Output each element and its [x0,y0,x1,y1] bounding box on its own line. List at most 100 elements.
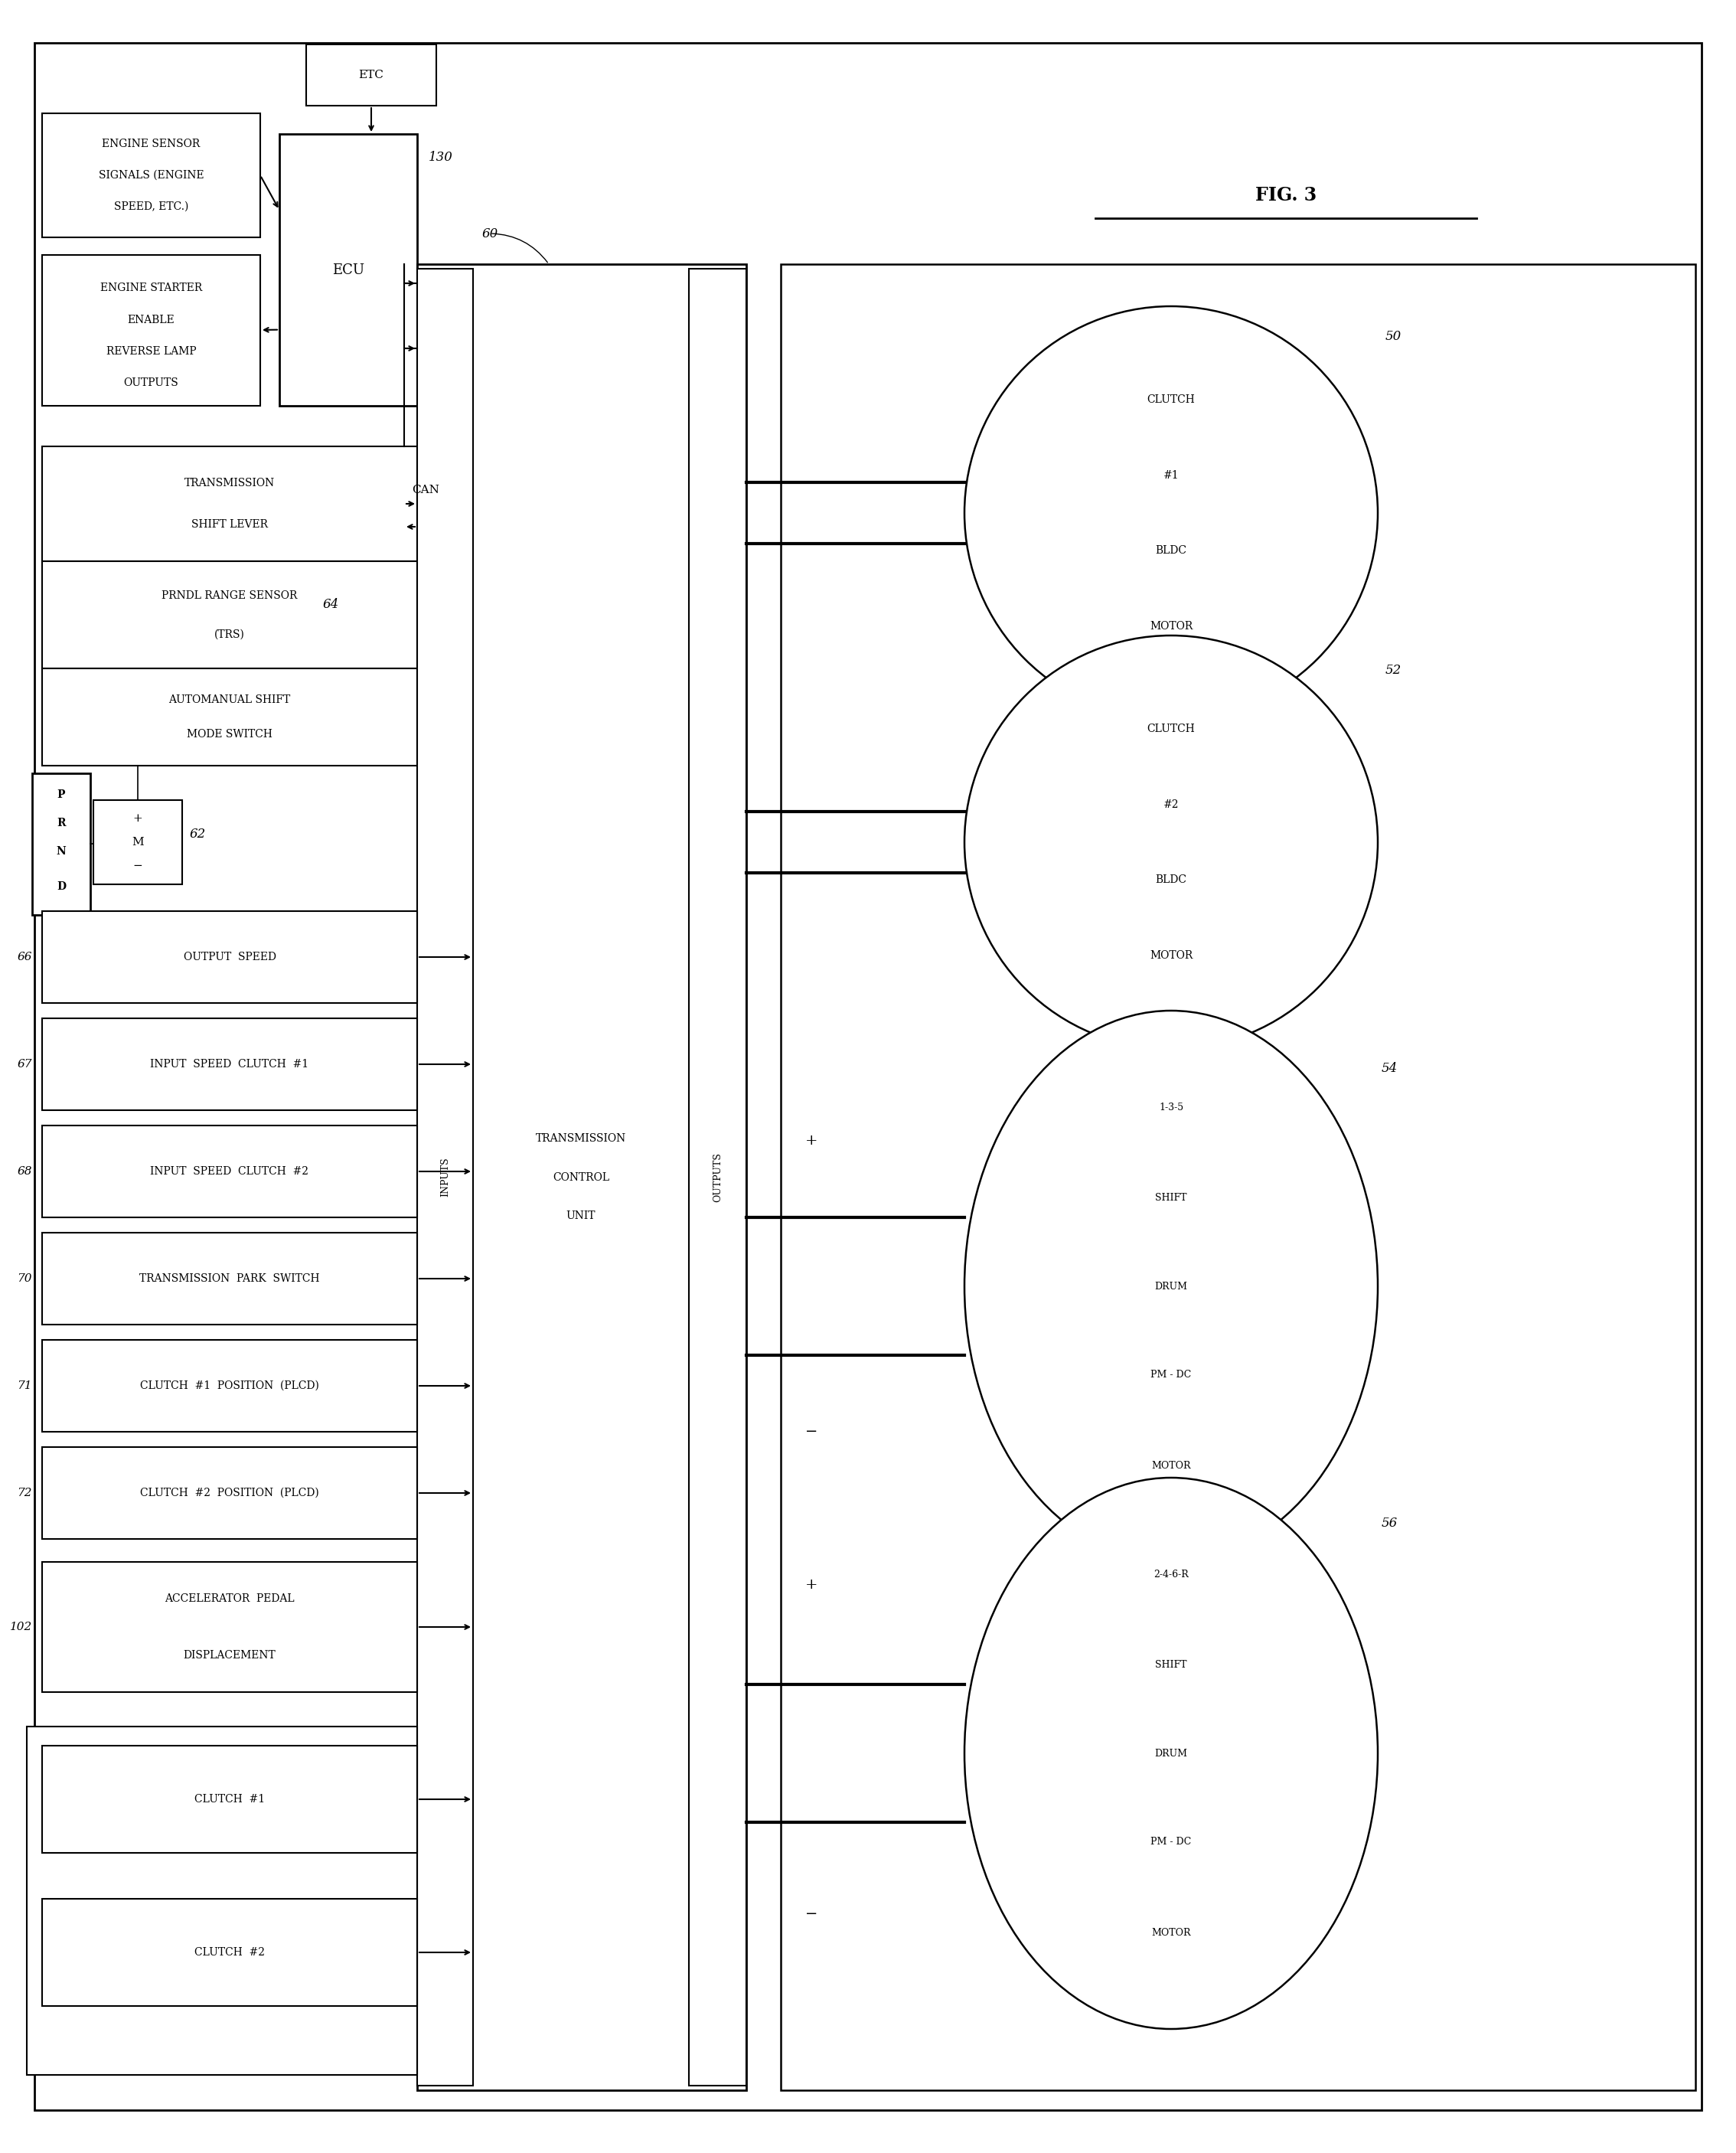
Text: TRANSMISSION: TRANSMISSION [184,478,274,489]
Text: ACCELERATOR  PEDAL: ACCELERATOR PEDAL [165,1593,295,1604]
Text: 67: 67 [17,1059,33,1070]
Text: CAN: CAN [411,484,439,495]
Text: −: − [134,861,142,872]
Text: TRANSMISSION: TRANSMISSION [536,1132,627,1143]
Text: CONTROL: CONTROL [552,1171,609,1182]
Text: ENGINE SENSOR: ENGINE SENSOR [102,140,200,151]
Text: ECU: ECU [332,263,365,278]
Text: ETC: ETC [359,69,384,80]
Bar [94,801,182,885]
Text: 70: 70 [17,1272,33,1283]
Text: MOTOR: MOTOR [1149,622,1193,633]
Text: PRNDL RANGE SENSOR: PRNDL RANGE SENSOR [161,590,297,601]
Bar [417,265,746,2091]
Text: TRANSMISSION  PARK  SWITCH: TRANSMISSION PARK SWITCH [139,1272,319,1283]
Text: 102: 102 [10,1621,33,1632]
Text: ENABLE: ENABLE [127,314,175,325]
Text: 50: 50 [1385,329,1401,342]
Text: CLUTCH  #1: CLUTCH #1 [194,1793,266,1804]
Text: INPUT  SPEED  CLUTCH  #2: INPUT SPEED CLUTCH #2 [151,1167,309,1178]
Text: MOTOR: MOTOR [1151,1927,1191,1938]
Text: REVERSE LAMP: REVERSE LAMP [106,347,196,357]
Text: −: − [806,1908,818,1920]
Text: FIG. 3: FIG. 3 [1255,185,1316,205]
Bar [42,1447,417,1539]
Text: +: + [806,1578,818,1591]
Text: 52: 52 [1385,663,1401,676]
Text: ENGINE STARTER: ENGINE STARTER [101,282,201,293]
Bar [42,1339,417,1432]
Bar [42,446,417,562]
Text: 68: 68 [17,1167,33,1178]
Bar [279,133,417,405]
Bar [42,254,260,405]
Bar [781,265,1696,2091]
Text: UNIT: UNIT [566,1210,595,1221]
Text: SHIFT: SHIFT [1154,1660,1187,1671]
Text: OUTPUTS: OUTPUTS [123,377,179,388]
Ellipse shape [965,635,1378,1049]
Bar [42,667,417,766]
Text: MODE SWITCH: MODE SWITCH [187,730,273,741]
Bar [417,269,472,2086]
Bar [42,114,260,237]
Text: CLUTCH  #2  POSITION  (PLCD): CLUTCH #2 POSITION (PLCD) [141,1488,319,1498]
Text: +: + [134,814,142,825]
Ellipse shape [965,1477,1378,2028]
Bar [42,1746,417,1854]
Text: SPEED, ETC.): SPEED, ETC.) [115,200,189,211]
Text: DISPLACEMENT: DISPLACEMENT [184,1651,276,1660]
Text: 56: 56 [1382,1518,1397,1531]
Text: 60: 60 [483,226,498,239]
Text: 2-4-6-R: 2-4-6-R [1154,1570,1189,1578]
Text: MOTOR: MOTOR [1149,952,1193,960]
Text: (TRS): (TRS) [214,629,245,639]
Bar [42,562,417,667]
Text: CLUTCH: CLUTCH [1147,723,1194,734]
Text: OUTPUTS: OUTPUTS [712,1152,722,1201]
Text: MOTOR: MOTOR [1151,1460,1191,1470]
Text: AUTOMANUAL SHIFT: AUTOMANUAL SHIFT [168,693,290,704]
Bar [26,1727,417,2075]
Text: SHIFT LEVER: SHIFT LEVER [191,519,267,530]
Ellipse shape [965,306,1378,719]
Bar [42,1018,417,1111]
Text: SIGNALS (ENGINE: SIGNALS (ENGINE [99,170,203,181]
Bar [42,911,417,1003]
Text: 66: 66 [17,952,33,962]
Text: −: − [806,1425,818,1438]
Bar [33,773,90,915]
Text: DRUM: DRUM [1154,1281,1187,1292]
Text: N: N [56,846,66,857]
Text: 54: 54 [1382,1061,1397,1074]
Bar [306,45,436,105]
Text: R: R [57,818,66,829]
Bar [42,1234,417,1324]
Text: 64: 64 [323,599,339,611]
Bar [689,269,746,2086]
Ellipse shape [965,1010,1378,1561]
Text: CLUTCH  #1  POSITION  (PLCD): CLUTCH #1 POSITION (PLCD) [141,1380,319,1391]
Text: INPUTS: INPUTS [441,1158,450,1197]
Text: 62: 62 [189,829,207,842]
Text: 72: 72 [17,1488,33,1498]
Text: SHIFT: SHIFT [1154,1193,1187,1204]
Text: D: D [57,881,66,891]
Text: PM - DC: PM - DC [1151,1837,1191,1847]
Text: 71: 71 [17,1380,33,1391]
Text: P: P [57,790,66,801]
Text: PM - DC: PM - DC [1151,1369,1191,1380]
Bar [42,1899,417,2007]
Bar [42,1561,417,1692]
Text: INPUT  SPEED  CLUTCH  #1: INPUT SPEED CLUTCH #1 [151,1059,309,1070]
Text: OUTPUT  SPEED: OUTPUT SPEED [184,952,276,962]
Text: #1: #1 [1163,469,1179,480]
Text: M: M [132,838,144,848]
Text: CLUTCH: CLUTCH [1147,394,1194,405]
Text: BLDC: BLDC [1156,874,1187,885]
Bar [42,1126,417,1216]
Text: 1-3-5: 1-3-5 [1160,1102,1184,1113]
Text: 130: 130 [429,151,453,164]
Text: CLUTCH  #2: CLUTCH #2 [194,1946,266,1957]
Text: DRUM: DRUM [1154,1748,1187,1759]
